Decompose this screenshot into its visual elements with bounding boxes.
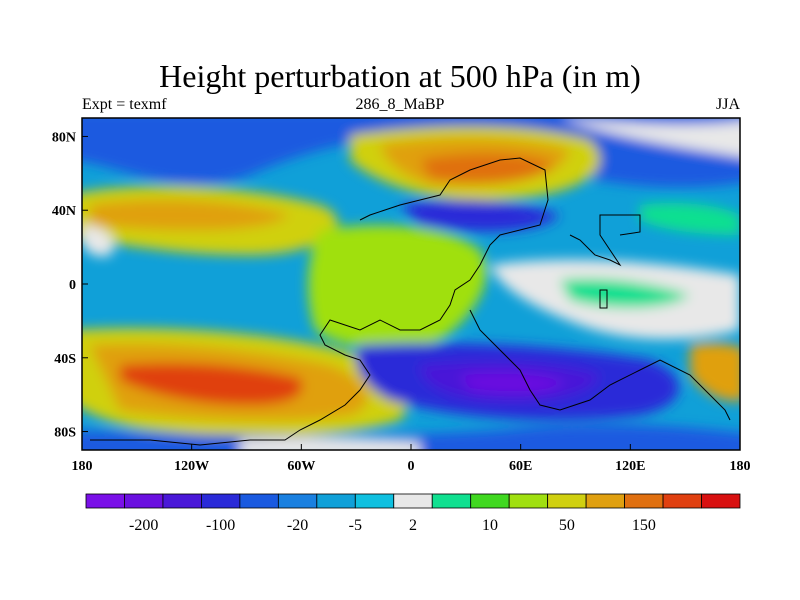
field-indian-green (560, 278, 690, 308)
colorbar-swatch (624, 493, 664, 509)
colorbar-swatch (662, 493, 702, 509)
coastline (90, 157, 549, 446)
colorbar-swatch (316, 493, 356, 509)
colorbar-swatch (431, 493, 472, 509)
x-tick-label: 180 (72, 459, 93, 474)
field-south-pacific-core (120, 363, 303, 405)
colorbar-label: -100 (206, 517, 235, 534)
colorbar-swatch (85, 493, 125, 509)
y-tick-label: 40S (54, 352, 76, 367)
y-axis: 80N 40N 0 40S 80S (52, 130, 88, 441)
x-tick-label: 180 (730, 459, 751, 474)
colorbar-label: -5 (349, 517, 362, 534)
colorbar-swatch (470, 493, 510, 509)
colorbar-swatch (277, 493, 318, 509)
y-tick-label: 80N (52, 130, 76, 145)
field-east-asia-green (640, 203, 740, 235)
y-tick-label: 80S (54, 426, 76, 441)
field-central-asia-core (420, 153, 555, 183)
colorbar-swatch (393, 493, 433, 509)
x-tick-label: 60E (509, 459, 532, 474)
field-antarctic-grey (240, 437, 420, 450)
colorbar-label: 2 (409, 517, 417, 534)
coastline-island (599, 289, 608, 309)
colorbar-swatch (547, 493, 587, 509)
colorbar-label: -200 (129, 517, 158, 534)
field-se-orange (690, 342, 740, 401)
colorbar-swatch (239, 493, 279, 509)
colorbar-label: 10 (482, 517, 498, 534)
field-north-atlantic-orange (90, 199, 290, 231)
x-tick-label: 0 (408, 459, 415, 474)
x-axis: 180 120W 60W 0 60E 120E 180 (72, 444, 751, 474)
colorbar-swatch (585, 493, 625, 509)
x-tick-label: 60W (287, 459, 315, 474)
case-label: 286_8_MaBP (355, 96, 445, 113)
colorbar-label: -20 (287, 517, 308, 534)
x-tick-label: 120W (174, 459, 209, 474)
y-tick-label: 0 (69, 278, 76, 293)
season-label: JJA (715, 96, 740, 113)
colorbar-swatch (354, 493, 395, 509)
colorbar-label: 50 (559, 517, 575, 534)
colorbar-swatch (201, 493, 241, 509)
coastline-asia (569, 214, 641, 267)
colorbar-label: 150 (632, 517, 656, 534)
colorbar-swatch (508, 493, 549, 509)
colorbar-swatch (162, 493, 202, 509)
field-arctic-grey (560, 118, 740, 157)
y-tick-label: 40N (52, 204, 76, 219)
field-southern-ocean-violet (460, 372, 565, 394)
chart-title: Height perturbation at 500 hPa (in m) (159, 58, 641, 94)
experiment-label: Expt = texmf (82, 96, 167, 113)
field-mid-lat-low (400, 199, 560, 232)
colorbar-swatch (124, 493, 164, 509)
field-tropical-grey-west (82, 225, 114, 257)
colorbar-swatch (701, 493, 741, 509)
x-tick-label: 120E (615, 459, 645, 474)
coastline-africa (469, 309, 731, 421)
